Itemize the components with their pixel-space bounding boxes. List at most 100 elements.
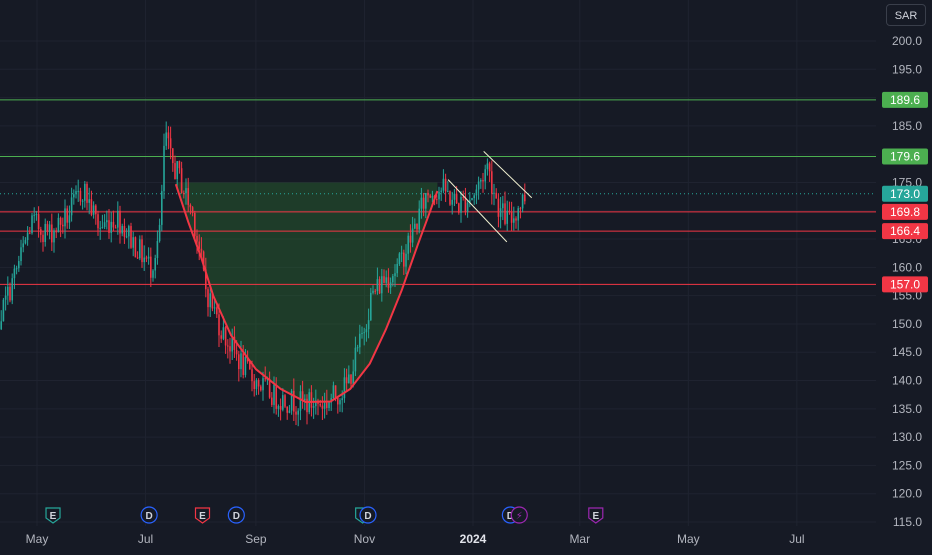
candle-body <box>220 335 223 339</box>
candle-body <box>475 189 478 196</box>
candle-body <box>508 210 511 213</box>
dividend-marker[interactable]: D <box>140 506 158 524</box>
candle-body <box>42 234 44 243</box>
cup-curve-line[interactable] <box>174 183 439 404</box>
candle-body <box>125 236 128 238</box>
candle-body <box>176 161 179 180</box>
candle-body <box>75 191 77 195</box>
candle-body <box>90 199 93 215</box>
candle-body <box>233 336 236 350</box>
channel-line[interactable] <box>447 179 508 243</box>
candle-body <box>339 400 341 405</box>
candle-body <box>169 138 172 149</box>
candle-body <box>414 223 416 229</box>
candle-body <box>253 381 256 390</box>
price-axis[interactable]: 200.0195.0190.0185.0180.0175.0170.0165.0… <box>892 34 922 529</box>
candle-body <box>301 391 304 401</box>
candle-body <box>110 221 113 233</box>
channel-line[interactable] <box>483 150 533 199</box>
candle-body <box>37 214 40 230</box>
candle-body <box>374 290 377 292</box>
price-level-lines <box>0 99 876 285</box>
candle-body <box>62 224 64 227</box>
y-tick-label: 145.0 <box>892 345 922 359</box>
candle-body <box>319 403 322 406</box>
candle-body <box>348 374 350 384</box>
candle-body <box>79 190 82 202</box>
candle-body <box>328 402 330 409</box>
candle-body <box>191 207 194 213</box>
price-level-label: 179.6 <box>890 149 920 163</box>
candle-body <box>33 214 36 216</box>
cup-pattern-curve[interactable] <box>174 183 439 404</box>
dividend-letter: D <box>507 511 514 522</box>
candle-body <box>354 347 357 372</box>
candle-body <box>15 268 18 270</box>
currency-button[interactable]: SAR <box>886 4 926 26</box>
x-tick-label: Nov <box>354 532 375 546</box>
candle-body <box>249 361 251 370</box>
earnings-marker[interactable]: E <box>194 507 211 524</box>
price-level-label: 169.8 <box>890 205 920 219</box>
candle-body <box>385 277 388 283</box>
event-markers[interactable]: EDEDEDD⚡E <box>45 506 604 524</box>
channel-drawing[interactable] <box>447 150 533 243</box>
candle-body <box>40 229 42 235</box>
candle-body <box>464 197 467 212</box>
y-tick-label: 150.0 <box>892 317 922 331</box>
candle-body <box>295 411 297 415</box>
candle-body <box>70 197 73 216</box>
earnings-marker[interactable]: E <box>588 507 604 524</box>
candle-body <box>158 224 161 242</box>
candle-body <box>189 204 192 208</box>
split-marker[interactable]: ⚡ <box>510 506 528 524</box>
candle-body <box>409 235 412 243</box>
candle-body <box>488 163 491 172</box>
candle-body <box>147 256 150 259</box>
candle-body <box>123 226 126 237</box>
last-price-label: 173.0 <box>890 187 920 201</box>
candle-body <box>425 193 427 209</box>
candle-body <box>359 333 361 348</box>
dividend-marker[interactable]: D <box>227 506 245 524</box>
candle-body <box>106 220 108 223</box>
candle-body <box>420 197 423 209</box>
candle-body <box>451 199 454 205</box>
candle-body <box>365 329 368 333</box>
candle-body <box>524 194 526 202</box>
candle-body <box>367 320 370 330</box>
candle-body <box>211 293 214 309</box>
candle-body <box>495 192 498 199</box>
candle-body <box>35 214 38 216</box>
y-tick-label: 195.0 <box>892 62 922 76</box>
candle-body <box>227 345 229 347</box>
earnings-marker[interactable]: E <box>45 507 61 524</box>
x-tick-label: Mar <box>569 532 590 546</box>
price-level-label: 157.0 <box>890 277 920 291</box>
candle-body <box>381 276 383 294</box>
candle-body <box>180 168 183 194</box>
candle-body <box>455 193 458 204</box>
candle-body <box>306 398 308 413</box>
candle-body <box>363 332 366 334</box>
candle-body <box>392 276 394 283</box>
dividend-marker[interactable]: D <box>359 506 377 524</box>
y-tick-label: 160.0 <box>892 260 922 274</box>
candle-body <box>29 232 31 234</box>
candle-body <box>207 289 209 308</box>
time-axis[interactable]: May Jul Sep Nov 2024 Mar May Jul <box>26 532 805 546</box>
x-tick-label: May <box>26 532 49 546</box>
candle-body <box>119 210 121 234</box>
candle-body <box>2 299 5 322</box>
candle-body <box>20 247 22 262</box>
candle-body <box>376 279 379 292</box>
candle-body <box>194 212 196 237</box>
candle-body <box>290 390 293 411</box>
candle-body <box>403 252 405 267</box>
candle-body <box>46 223 49 232</box>
candle-body <box>271 397 273 405</box>
candle-body <box>517 208 520 221</box>
candle-body <box>372 290 374 293</box>
